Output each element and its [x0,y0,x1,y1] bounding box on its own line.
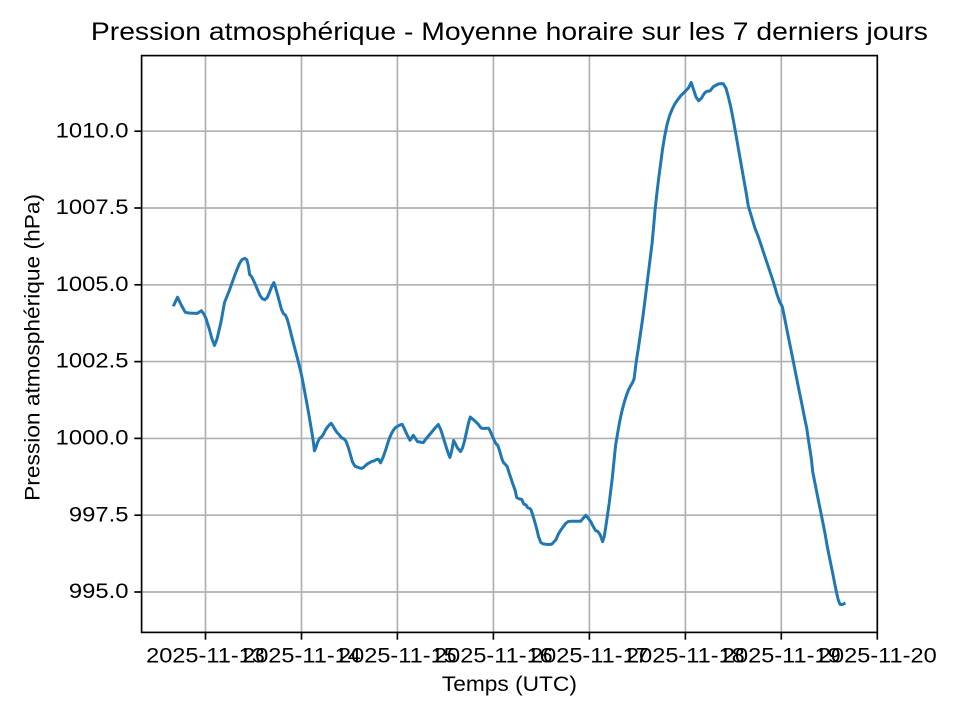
svg-text:2025-11-14: 2025-11-14 [242,645,361,668]
svg-text:2025-11-18: 2025-11-18 [626,645,745,668]
svg-text:997.5: 997.5 [69,503,129,526]
svg-text:2025-11-15: 2025-11-15 [338,645,457,668]
svg-text:1000.0: 1000.0 [56,427,129,450]
svg-text:2025-11-20: 2025-11-20 [818,645,937,668]
svg-text:1002.5: 1002.5 [56,350,129,373]
svg-text:Pression atmosphérique - Moyen: Pression atmosphérique - Moyenne horaire… [91,18,928,46]
svg-text:995.0: 995.0 [69,580,129,603]
svg-text:1007.5: 1007.5 [56,196,129,219]
svg-text:2025-11-19: 2025-11-19 [722,645,841,668]
svg-text:1005.0: 1005.0 [56,273,129,296]
svg-text:2025-11-16: 2025-11-16 [434,645,553,668]
svg-text:Pression atmosphérique (hPa): Pression atmosphérique (hPa) [22,194,45,501]
svg-text:2025-11-13: 2025-11-13 [146,645,265,668]
svg-text:Temps (UTC): Temps (UTC) [442,673,577,696]
svg-text:2025-11-17: 2025-11-17 [530,645,649,668]
svg-text:1010.0: 1010.0 [56,119,129,142]
